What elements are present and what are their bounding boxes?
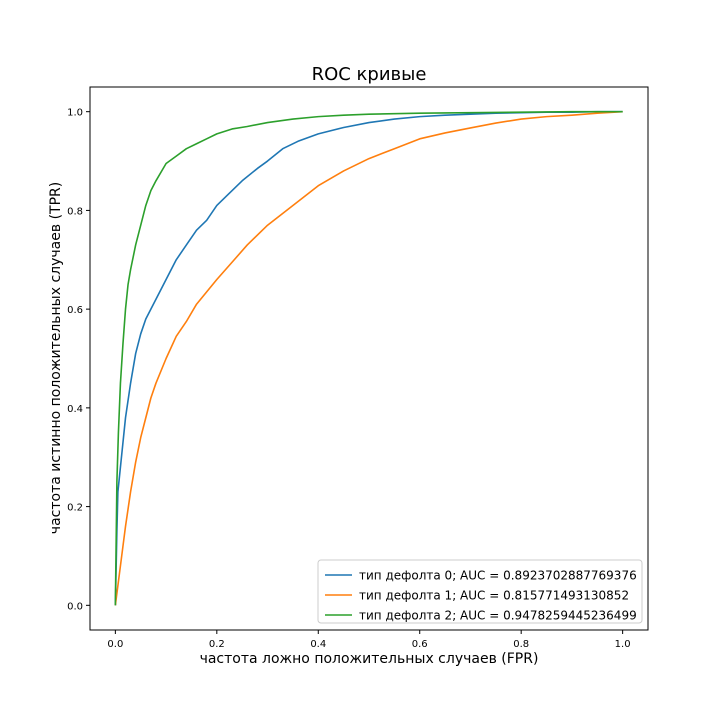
y-tick-label-0: 0.0 <box>67 601 83 612</box>
series-line-0 <box>114 110 623 606</box>
chart-title: ROC кривые <box>312 64 427 85</box>
x-tick-label-1: 0.2 <box>209 639 225 650</box>
x-tick-label-0: 0.0 <box>107 639 123 650</box>
plot-area <box>114 110 623 606</box>
x-tick-label-5: 1.0 <box>615 639 631 650</box>
y-tick-label-5: 1.0 <box>67 108 83 119</box>
x-axis-label: частота ложно положительных случаев (FPR… <box>200 651 539 667</box>
legend: тип дефолта 0; AUC = 0.8923702887769376 т… <box>317 559 643 624</box>
plot-frame <box>89 86 649 631</box>
legend-box <box>317 559 643 624</box>
y-tick-label-1: 0.2 <box>67 503 83 514</box>
series-line-1 <box>114 110 623 606</box>
y-axis-label: частота истинно положительных случаев (T… <box>48 182 64 534</box>
legend-label-1: тип дефолта 1; AUC = 0.815771493130852 <box>359 589 629 603</box>
y-axis: 0.0 0.2 0.4 0.6 0.8 1.0 <box>67 108 90 612</box>
legend-label-0: тип дефолта 0; AUC = 0.8923702887769376 <box>359 569 637 583</box>
x-axis: 0.0 0.2 0.4 0.6 0.8 1.0 <box>107 630 631 650</box>
legend-label-2: тип дефолта 2; AUC = 0.9478259445236499 <box>359 609 637 623</box>
y-tick-label-2: 0.4 <box>67 404 83 415</box>
y-tick-label-3: 0.6 <box>67 305 83 316</box>
y-tick-label-4: 0.8 <box>67 206 83 217</box>
x-tick-label-4: 0.8 <box>513 639 529 650</box>
series-line-2 <box>114 110 623 606</box>
x-tick-label-2: 0.4 <box>310 639 326 650</box>
x-tick-label-3: 0.6 <box>412 639 428 650</box>
